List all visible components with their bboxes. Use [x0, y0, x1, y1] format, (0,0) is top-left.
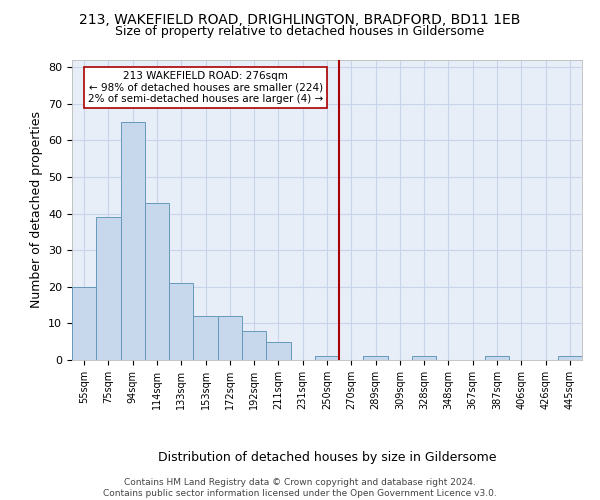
Bar	[96, 218, 121, 360]
Text: 213, WAKEFIELD ROAD, DRIGHLINGTON, BRADFORD, BD11 1EB: 213, WAKEFIELD ROAD, DRIGHLINGTON, BRADF…	[79, 12, 521, 26]
Bar	[145, 202, 169, 360]
Bar	[315, 356, 339, 360]
Text: Size of property relative to detached houses in Gildersome: Size of property relative to detached ho…	[115, 25, 485, 38]
Bar	[193, 316, 218, 360]
Bar	[121, 122, 145, 360]
Bar	[364, 356, 388, 360]
Y-axis label: Number of detached properties: Number of detached properties	[29, 112, 43, 308]
Text: 213 WAKEFIELD ROAD: 276sqm
← 98% of detached houses are smaller (224)
2% of semi: 213 WAKEFIELD ROAD: 276sqm ← 98% of deta…	[88, 71, 323, 104]
Bar	[72, 287, 96, 360]
Bar	[558, 356, 582, 360]
Bar	[266, 342, 290, 360]
X-axis label: Distribution of detached houses by size in Gildersome: Distribution of detached houses by size …	[158, 451, 496, 464]
Bar	[242, 330, 266, 360]
Text: Contains HM Land Registry data © Crown copyright and database right 2024.
Contai: Contains HM Land Registry data © Crown c…	[103, 478, 497, 498]
Bar	[412, 356, 436, 360]
Bar	[169, 283, 193, 360]
Bar	[485, 356, 509, 360]
Bar	[218, 316, 242, 360]
